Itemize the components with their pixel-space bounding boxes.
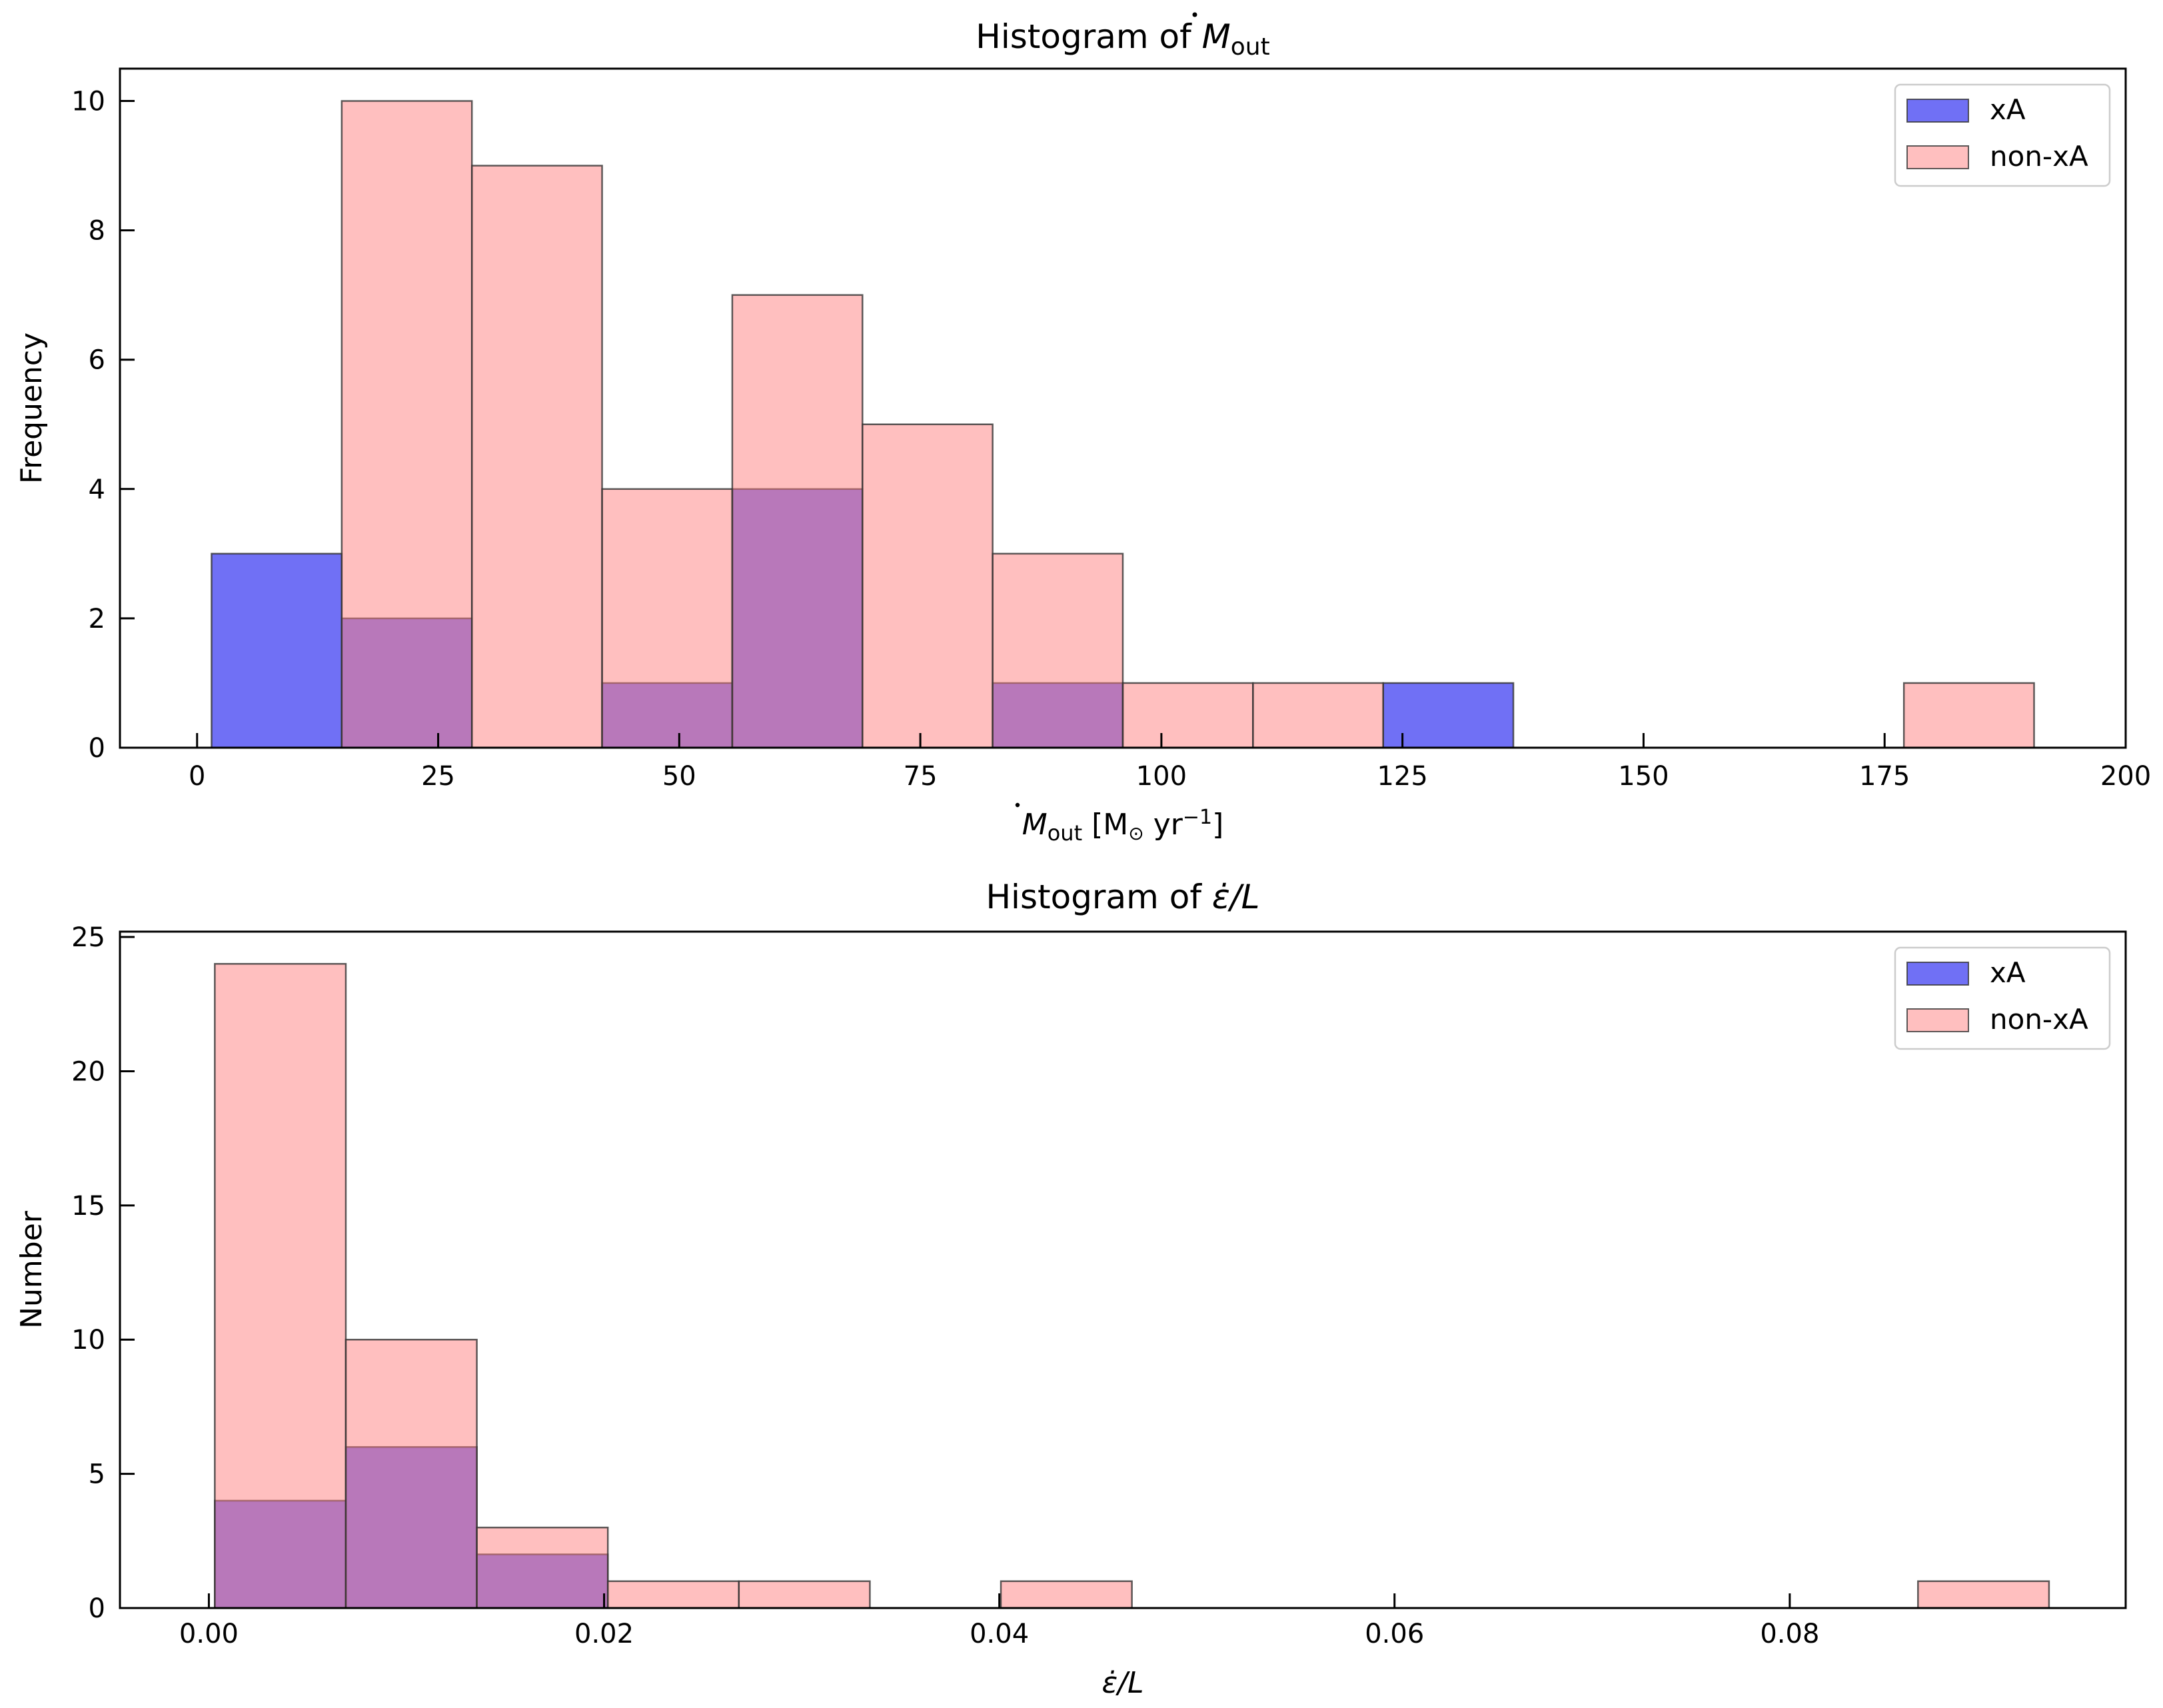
x-tick-label: 75 [904,761,938,792]
bar-non-xA-2 [470,165,603,749]
bar-non-xA-13 [1917,1580,2050,1609]
legend-swatch-non-xA [1906,1008,1969,1032]
y-tick-label: 8 [89,216,105,247]
xlabel-subscript: out [1048,820,1082,846]
xlabel-sun: ⊙ [1128,822,1143,844]
axes-frame [119,930,2127,1609]
legend-swatch-xA [1906,962,1969,986]
y-tick-label: 20 [71,1056,105,1087]
y-tick-label: 10 [71,1325,105,1355]
xlabel-dot [1015,802,1020,808]
x-tick-label: 150 [1618,761,1669,792]
histogram-mdot-out: 0 25 50 75 100 125 150 175 200 0 2 4 6 8 10 Histogram o… [15,12,2151,846]
y-tick-label: 5 [89,1459,105,1490]
bar-non-xA-2 [476,1526,609,1609]
xlabel-units-close: ] [1212,808,1223,842]
y-tick-label: 4 [89,474,105,505]
histogram-edot-over-l: 0.00 0.02 0.04 0.06 0.08 0 5 10 15 20 25 Histogram … [15,878,2127,1700]
title-symbol: M [1202,17,1231,56]
chart-title: Histogram of Mout [976,17,1269,61]
xlabel-symbol: ε̇/L [1101,1666,1143,1700]
legend-label-non-xA: non-xA [1990,1003,2088,1036]
axes-frame [119,67,2127,749]
bar-non-xA-1 [341,100,473,749]
bar-non-xA-3 [606,1580,740,1609]
legend: xA non-xA [1894,83,2111,187]
x-tick-label: 0.08 [1760,1619,1819,1649]
title-prefix: Histogram of [976,17,1201,56]
x-tick-label: 0.06 [1365,1619,1424,1649]
y-axis-label: Frequency [15,333,49,484]
x-tick-label: 125 [1377,761,1427,792]
legend-label-xA: xA [1990,93,2026,126]
bar-non-xA-13 [1902,682,2035,749]
x-axis-label: ε̇/L [1101,1666,1143,1700]
bar-non-xA-4 [738,1580,871,1609]
bar-non-xA-6 [1000,1580,1133,1609]
bar-non-xA-1 [345,1338,478,1609]
bar-non-xA-4 [731,294,864,749]
legend-swatch-xA [1906,99,1969,123]
x-tick-label: 0.04 [970,1619,1029,1649]
y-tick-label: 0 [89,1593,105,1624]
title-dot [1192,12,1197,17]
series-non-xA [341,100,2035,749]
x-axis-label: Mout [M⊙ yr−1] [1022,806,1224,846]
legend-swatch-non-xA [1906,145,1969,169]
x-tick-label: 25 [421,761,455,792]
bar-xA-0 [211,552,343,749]
xlabel-symbol: M [1022,808,1048,842]
y-tick-label: 0 [89,733,105,764]
bar-non-xA-3 [601,488,734,749]
x-tick-label: 100 [1136,761,1187,792]
chart-title: Histogram of ε̇/L [986,878,1259,916]
y-axis-label: Number [15,1210,49,1329]
title-prefix: Histogram of [986,878,1211,916]
series-non-xA [214,963,2050,1609]
title-subscript: out [1231,33,1270,61]
title-symbol: ε̇/L [1212,878,1260,916]
legend-label-xA: xA [1990,956,2026,989]
bar-non-xA-0 [214,963,347,1609]
y-tick-label: 6 [89,345,105,376]
bar-non-xA-8 [1252,682,1384,749]
x-tick-label: 200 [2100,761,2151,792]
xlabel-exponent: −1 [1183,806,1212,829]
x-tick-label: 50 [662,761,696,792]
bar-non-xA-5 [862,423,994,749]
bar-non-xA-7 [1121,682,1254,749]
x-tick-label: 175 [1859,761,1910,792]
y-tick-label: 2 [89,604,105,634]
xlabel-units-open: [M [1082,808,1128,842]
y-tick-label: 25 [71,922,105,953]
x-tick-label: 0.00 [179,1619,239,1649]
y-tick-label: 15 [71,1191,105,1222]
x-tick-label: 0 [189,761,205,792]
legend: xA non-xA [1894,946,2111,1050]
bar-non-xA-6 [992,552,1124,749]
legend-label-non-xA: non-xA [1990,140,2088,173]
xlabel-units-mid: yr [1144,808,1183,842]
x-tick-label: 0.02 [574,1619,634,1649]
y-tick-label: 10 [71,87,105,117]
